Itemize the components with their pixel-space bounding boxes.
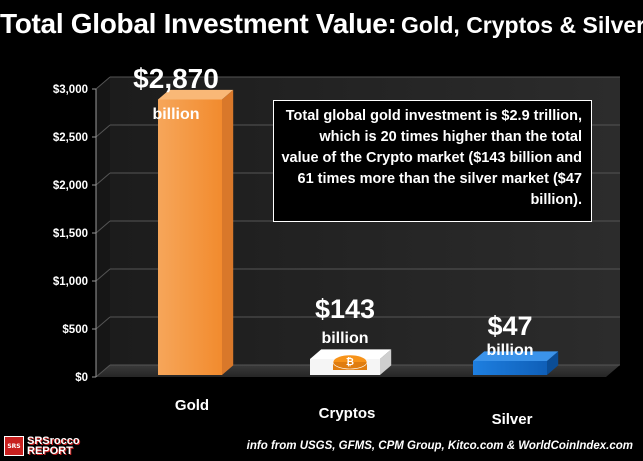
bar-top xyxy=(473,351,559,361)
value-label-unit: billion xyxy=(152,106,199,123)
y-tick-label: $1,500 xyxy=(53,228,88,240)
bitcoin-icon: ₿ xyxy=(332,354,368,370)
bitcoin-coin-edge xyxy=(333,362,367,370)
logo-line2: REPORT xyxy=(27,445,73,457)
value-label-unit: billion xyxy=(486,342,533,359)
logo-badge-icon: SRS xyxy=(4,436,24,456)
bar-front xyxy=(158,99,222,375)
gridline-side xyxy=(95,316,111,330)
gridline-side xyxy=(95,76,111,90)
bitcoin-coin-rim xyxy=(332,354,368,370)
bar-front xyxy=(473,361,547,375)
y-tick-label: $500 xyxy=(62,324,88,336)
logo-line1: SRSrocco xyxy=(27,435,80,447)
y-tick-label: $0 xyxy=(75,372,88,384)
gridline-side xyxy=(95,172,111,186)
y-tick-label: $3,000 xyxy=(53,84,88,96)
gridline-side xyxy=(95,268,111,282)
annotation-text: Total global gold investment is $2.9 tri… xyxy=(281,108,582,208)
y-tick-label: $2,500 xyxy=(53,132,88,144)
gridline-side xyxy=(95,364,111,378)
value-label-unit: billion xyxy=(321,330,368,347)
bar-top xyxy=(310,349,392,359)
bar-side xyxy=(547,351,559,375)
bar-cryptos: ₿ xyxy=(310,349,392,375)
chart-title: Total Global Investment Value: Gold, Cry… xyxy=(0,8,643,40)
source-note: info from USGS, GFMS, CPM Group, Kitco.c… xyxy=(246,440,633,452)
bar-side xyxy=(222,89,234,375)
gridline-side xyxy=(95,220,111,234)
x-label-gold: Gold xyxy=(175,397,209,414)
y-tick-label: $1,000 xyxy=(53,276,88,288)
bitcoin-symbol: ₿ xyxy=(346,356,354,368)
y-tick-label: $2,000 xyxy=(53,180,88,192)
x-label-cryptos: Cryptos xyxy=(319,405,376,422)
annotation-box: Total global gold investment is $2.9 tri… xyxy=(273,100,592,222)
bar-side xyxy=(380,349,392,375)
value-label-amount: $2,870 xyxy=(133,63,219,94)
bar-silver xyxy=(473,351,559,375)
value-label-amount: $143 xyxy=(315,294,375,324)
value-label-amount: $47 xyxy=(487,311,532,341)
x-label-silver: Silver xyxy=(492,411,533,428)
bar-gold xyxy=(158,89,234,375)
gridline-side xyxy=(95,124,111,138)
logo-text: SRSrocco REPORT xyxy=(27,435,80,457)
chart-title-main: Total Global Investment Value: xyxy=(0,8,397,39)
srsrocco-logo: SRS SRSrocco REPORT xyxy=(4,433,112,459)
chart-title-sub: Gold, Cryptos & Silver xyxy=(401,12,643,38)
bar-top xyxy=(158,89,234,100)
